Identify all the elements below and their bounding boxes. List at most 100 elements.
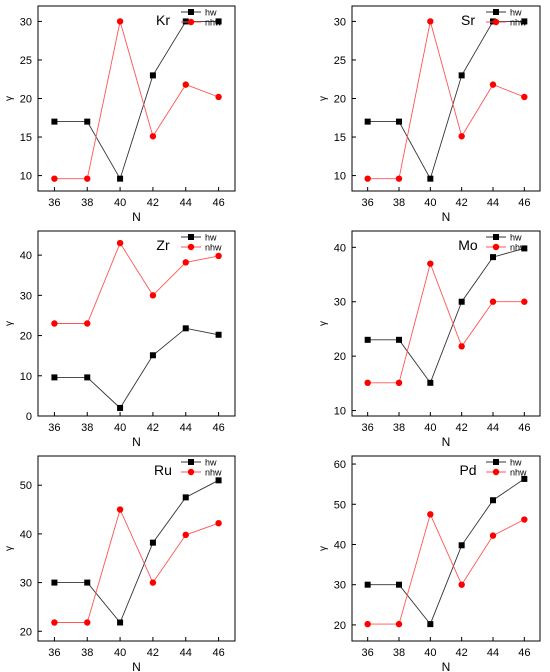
data-point-hw [490,254,496,261]
series-nhw [51,506,222,626]
data-point-nhw [364,379,371,387]
data-point-nhw [149,292,157,299]
plot-frame [351,455,541,642]
x-tick-label: 38 [81,197,93,209]
data-point-nhw [521,298,528,305]
data-point-nhw [489,298,497,305]
data-point-nhw [84,175,91,182]
legend-label-nhw: nhw [510,468,527,478]
data-point-hw [182,494,189,501]
series-nhw [364,260,528,387]
data-point-hw [427,175,434,182]
y-tick-label: 20 [334,351,346,363]
data-point-hw [117,619,124,626]
legend-label-hw: hw [510,8,522,18]
legend-marker-hw [493,459,499,465]
data-point-hw [84,374,91,381]
y-tick-label: 15 [334,132,346,144]
data-point-nhw [395,379,403,387]
x-axis-label: N [132,660,141,672]
data-point-nhw [458,133,465,140]
series-hw [51,477,222,626]
data-point-nhw [215,93,222,101]
x-tick-label: 42 [456,197,468,209]
series-line-nhw [367,512,525,625]
x-tick-label: 46 [212,647,224,659]
x-tick-label: 38 [393,647,405,659]
legend-marker-nhw [187,468,195,476]
legend-marker-hw [188,9,194,15]
data-point-nhw [364,620,371,628]
y-tick-label: 50 [334,499,346,511]
legend-marker-hw [188,234,194,240]
x-axis-label: N [442,210,451,224]
data-point-hw [490,497,496,504]
data-point-nhw [427,18,434,25]
panel-title: Ru [154,462,172,478]
panel-title: Pd [459,462,476,478]
series-line-nhw [367,21,525,180]
data-point-nhw [521,93,528,101]
series-line-nhw [54,508,219,623]
y-tick-label: 30 [20,578,32,590]
y-axis-label: γ [4,546,15,551]
legend-label-hw: hw [205,458,217,468]
legend-marker-nhw [492,468,500,476]
y-tick-label: 20 [20,626,32,638]
y-tick-label: 40 [334,242,346,254]
x-tick-label: 38 [81,647,93,659]
x-tick-label: 40 [424,197,436,209]
data-point-hw [84,579,91,586]
data-point-hw [364,336,371,343]
legend-label-hw: hw [510,458,522,468]
y-tick-label: 40 [334,539,346,551]
series-line-hw [54,20,219,180]
data-point-hw [521,245,528,252]
data-point-hw [149,352,156,359]
x-tick-label: 46 [518,197,530,209]
y-tick-label: 20 [20,94,32,106]
x-tick-label: 44 [180,647,192,659]
y-tick-label: 30 [334,580,346,592]
data-point-hw [427,379,434,386]
x-tick-label: 40 [114,197,126,209]
y-tick-label: 20 [334,620,346,632]
y-tick-label: 30 [20,16,32,28]
y-tick-label: 0 [26,411,32,423]
data-point-hw [182,325,189,332]
series-line-nhw [54,242,219,324]
legend-label-nhw: nhw [205,243,222,253]
y-tick-label: 20 [334,94,346,106]
legend-label-nhw: nhw [510,18,527,28]
y-tick-label: 10 [334,406,346,418]
x-tick-label: 40 [114,647,126,659]
data-point-hw [364,118,371,125]
series-line-hw [54,479,219,624]
data-point-hw [215,477,222,484]
data-point-nhw [182,81,189,88]
data-point-nhw [215,252,222,260]
data-point-hw [51,374,58,381]
legend-marker-nhw [187,243,195,251]
legend-marker-nhw [492,18,500,26]
data-point-nhw [215,519,222,527]
data-point-hw [458,72,465,79]
y-tick-label: 25 [334,55,346,67]
series-line-hw [54,327,219,409]
y-axis-label: γ [318,546,329,551]
x-axis-label: N [442,660,451,672]
data-point-nhw [458,581,465,588]
x-tick-label: 40 [424,647,436,659]
data-point-hw [396,581,402,588]
legend-marker-hw [493,234,499,240]
y-tick-label: 60 [334,459,346,471]
y-tick-label: 20 [20,331,32,343]
data-point-nhw [182,531,189,539]
